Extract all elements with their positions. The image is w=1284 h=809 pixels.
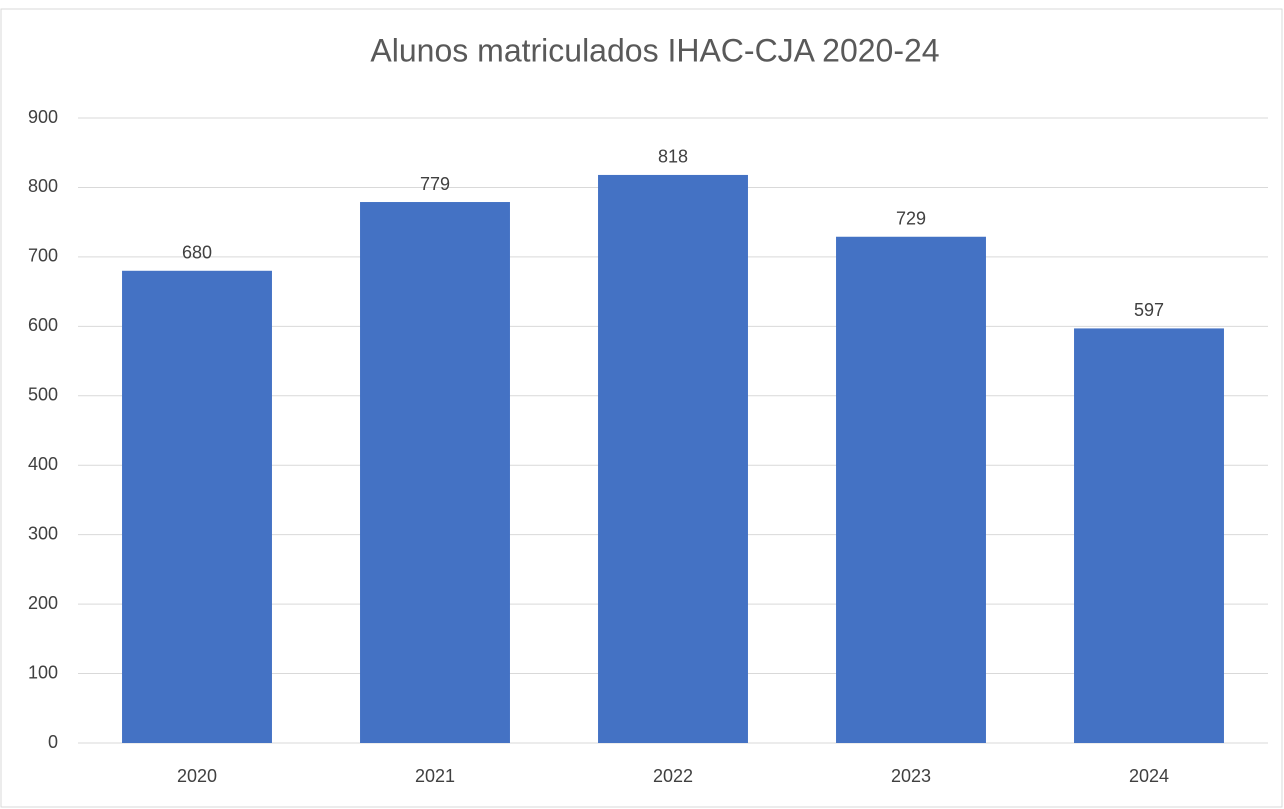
y-tick-label: 500: [28, 385, 58, 405]
y-tick-label: 200: [28, 593, 58, 613]
y-tick-label: 400: [28, 454, 58, 474]
x-tick-label: 2023: [891, 766, 931, 786]
data-label: 597: [1134, 300, 1164, 320]
bar: [360, 202, 510, 743]
y-tick-label: 300: [28, 523, 58, 543]
y-tick-label: 700: [28, 246, 58, 266]
y-tick-label: 600: [28, 315, 58, 335]
bar: [1074, 328, 1224, 743]
x-tick-label: 2020: [177, 766, 217, 786]
data-label: 680: [182, 243, 212, 263]
x-tick-label: 2021: [415, 766, 455, 786]
data-label: 779: [420, 174, 450, 194]
data-label: 818: [658, 147, 688, 167]
x-tick-label: 2024: [1129, 766, 1169, 786]
x-tick-label: 2022: [653, 766, 693, 786]
y-tick-label: 100: [28, 662, 58, 682]
y-tick-label: 800: [28, 176, 58, 196]
bar: [836, 236, 986, 743]
bar: [122, 270, 272, 743]
bar: [598, 174, 748, 743]
y-tick-label: 900: [28, 107, 58, 127]
chart-title: Alunos matriculados IHAC-CJA 2020-24: [370, 32, 939, 68]
data-label: 729: [896, 209, 926, 229]
y-tick-label: 0: [48, 732, 58, 752]
